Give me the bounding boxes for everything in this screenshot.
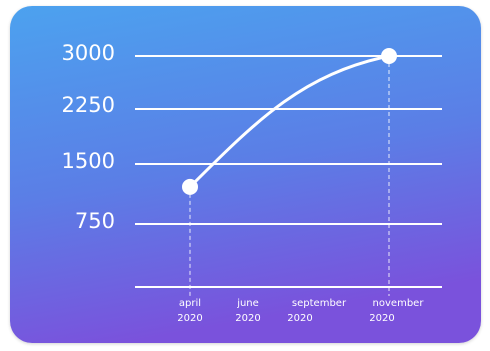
y-tick-label: 750 (75, 209, 115, 233)
y-tick-label: 1500 (62, 149, 115, 173)
x-tick-year: 2020 (369, 313, 394, 324)
series-layer (182, 48, 397, 195)
line-chart: 3000 2250 1500 750 april 2020 june 2020 … (10, 6, 481, 343)
x-tick-year: 2020 (287, 313, 312, 324)
x-tick-label: november (373, 298, 425, 309)
series-line (188, 54, 391, 189)
chart-card: 3000 2250 1500 750 april 2020 june 2020 … (10, 6, 481, 343)
y-axis-ticks: 3000 2250 1500 750 (62, 41, 115, 233)
data-point (182, 178, 198, 195)
y-tick-label: 2250 (62, 93, 115, 117)
x-tick-year: 2020 (235, 313, 260, 324)
data-point (381, 48, 397, 64)
gridlines (135, 55, 442, 288)
x-axis-ticks: april 2020 june 2020 september 2020 nove… (177, 298, 424, 324)
y-tick-label: 3000 (62, 41, 115, 65)
x-tick-label: september (292, 298, 347, 309)
x-tick-label: june (236, 298, 259, 309)
drop-lines (189, 56, 390, 296)
x-tick-year: 2020 (177, 313, 202, 324)
x-tick-label: april (179, 298, 201, 309)
